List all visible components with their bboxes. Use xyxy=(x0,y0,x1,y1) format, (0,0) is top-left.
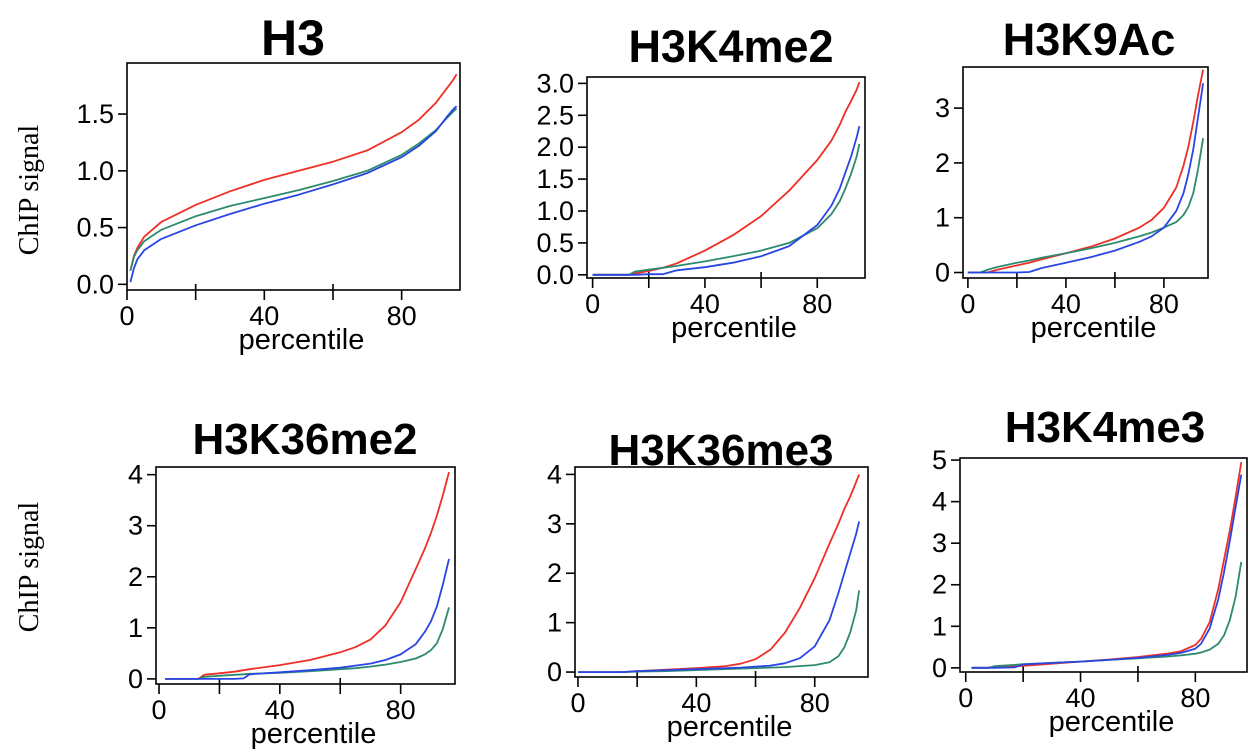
x-axis-label: percentile xyxy=(1049,706,1175,738)
chart-panel: H3K4me2 0.00.51.01.52.02.53.0 0 40 80percent… xyxy=(536,21,866,344)
x-axis-label: percentile xyxy=(239,324,365,356)
series-line xyxy=(967,83,1204,274)
y-tick-label: 2.5 xyxy=(536,100,574,130)
y-tick-label: 0 xyxy=(932,653,947,683)
y-tick-label: 3 xyxy=(547,509,562,539)
x-axis-label: percentile xyxy=(671,312,797,344)
y-tick-label: 4 xyxy=(128,460,143,490)
y-tick-label: 1 xyxy=(932,611,947,641)
series-line xyxy=(165,607,450,680)
chart-title: H3K4me2 xyxy=(628,21,833,72)
series-line xyxy=(578,590,860,673)
x-tick-label: 40 xyxy=(681,688,711,718)
y-tick-label: 0.5 xyxy=(536,228,574,258)
x-tick-label: 80 xyxy=(802,289,832,319)
y-tick-label: 1.5 xyxy=(536,164,574,194)
x-tick-label: 40 xyxy=(1051,289,1081,319)
y-tick-label: 4 xyxy=(932,487,947,517)
x-tick-label: 40 xyxy=(265,695,295,725)
y-tick-label: 3 xyxy=(128,511,143,541)
y-axis-label-top: ChIP signal xyxy=(14,125,45,256)
y-tick-label: 0 xyxy=(128,664,143,694)
series-line xyxy=(971,474,1243,669)
y-tick-label: 1.0 xyxy=(536,196,574,226)
y-tick-label: 3 xyxy=(932,528,947,558)
y-tick-label: 0.5 xyxy=(76,213,114,243)
x-tick-label: 40 xyxy=(1066,683,1096,713)
y-tick-label: 1 xyxy=(935,203,950,233)
series-line xyxy=(967,138,1204,274)
series-line xyxy=(971,462,1243,669)
chart-title: H3K36me2 xyxy=(192,415,417,464)
x-axis-label: percentile xyxy=(667,711,793,743)
series-line xyxy=(592,81,861,276)
x-tick-label: 0 xyxy=(570,688,585,718)
y-tick-label: 2 xyxy=(547,558,562,588)
x-axis-label: percentile xyxy=(251,718,377,750)
x-tick-label: 40 xyxy=(690,289,720,319)
y-tick-label: 1.5 xyxy=(76,99,114,129)
plot-frame xyxy=(962,66,1209,279)
series-line xyxy=(592,143,861,276)
series-line xyxy=(129,105,458,283)
y-tick-label: 0.0 xyxy=(76,269,114,299)
series-line xyxy=(971,561,1243,669)
plot-frame xyxy=(126,62,461,291)
plot-frame xyxy=(586,76,866,279)
y-tick-label: 1 xyxy=(128,613,143,643)
plot-frame xyxy=(155,466,456,685)
series-line xyxy=(129,107,458,271)
plot-frame xyxy=(959,457,1248,673)
series-line xyxy=(165,558,450,680)
chart-panel: H3 0.0 0.5 1.0 1.5 0 40 80 percentile xyxy=(76,10,461,356)
y-tick-label: 0 xyxy=(547,657,562,687)
y-axis-label-bottom: ChIP signal xyxy=(14,502,45,633)
x-tick-label: 80 xyxy=(1149,289,1179,319)
chart-title: H3K4me3 xyxy=(1005,403,1206,452)
y-tick-label: 1 xyxy=(547,608,562,638)
series-line xyxy=(129,73,458,271)
y-tick-label: 0 xyxy=(935,258,950,288)
series-line xyxy=(967,69,1204,274)
chart-title: H3K9Ac xyxy=(1003,14,1176,65)
series-line xyxy=(592,125,861,276)
y-tick-label: 5 xyxy=(932,445,947,475)
x-tick-label: 40 xyxy=(249,301,279,331)
series-line xyxy=(578,521,860,673)
y-tick-label: 3 xyxy=(935,93,950,123)
y-tick-label: 2 xyxy=(932,570,947,600)
y-tick-label: 2 xyxy=(128,562,143,592)
x-tick-label: 80 xyxy=(387,301,417,331)
x-tick-label: 0 xyxy=(152,695,167,725)
x-tick-label: 0 xyxy=(958,683,973,713)
x-tick-label: 80 xyxy=(386,695,416,725)
y-tick-label: 1.0 xyxy=(76,156,114,186)
series-line xyxy=(165,471,450,680)
x-tick-label: 80 xyxy=(1180,683,1210,713)
x-tick-label: 0 xyxy=(585,289,600,319)
y-tick-label: 0.0 xyxy=(536,260,574,290)
y-tick-label: 2.0 xyxy=(536,132,574,162)
x-axis-label: percentile xyxy=(1031,312,1157,344)
plot-frame xyxy=(574,466,869,678)
y-tick-label: 2 xyxy=(935,148,950,178)
chart-title: H3 xyxy=(261,10,325,66)
x-tick-label: 0 xyxy=(119,301,134,331)
x-tick-label: 80 xyxy=(800,688,830,718)
y-tick-label: 3.0 xyxy=(536,68,574,98)
y-tick-label: 4 xyxy=(547,459,562,489)
x-tick-label: 0 xyxy=(960,289,975,319)
